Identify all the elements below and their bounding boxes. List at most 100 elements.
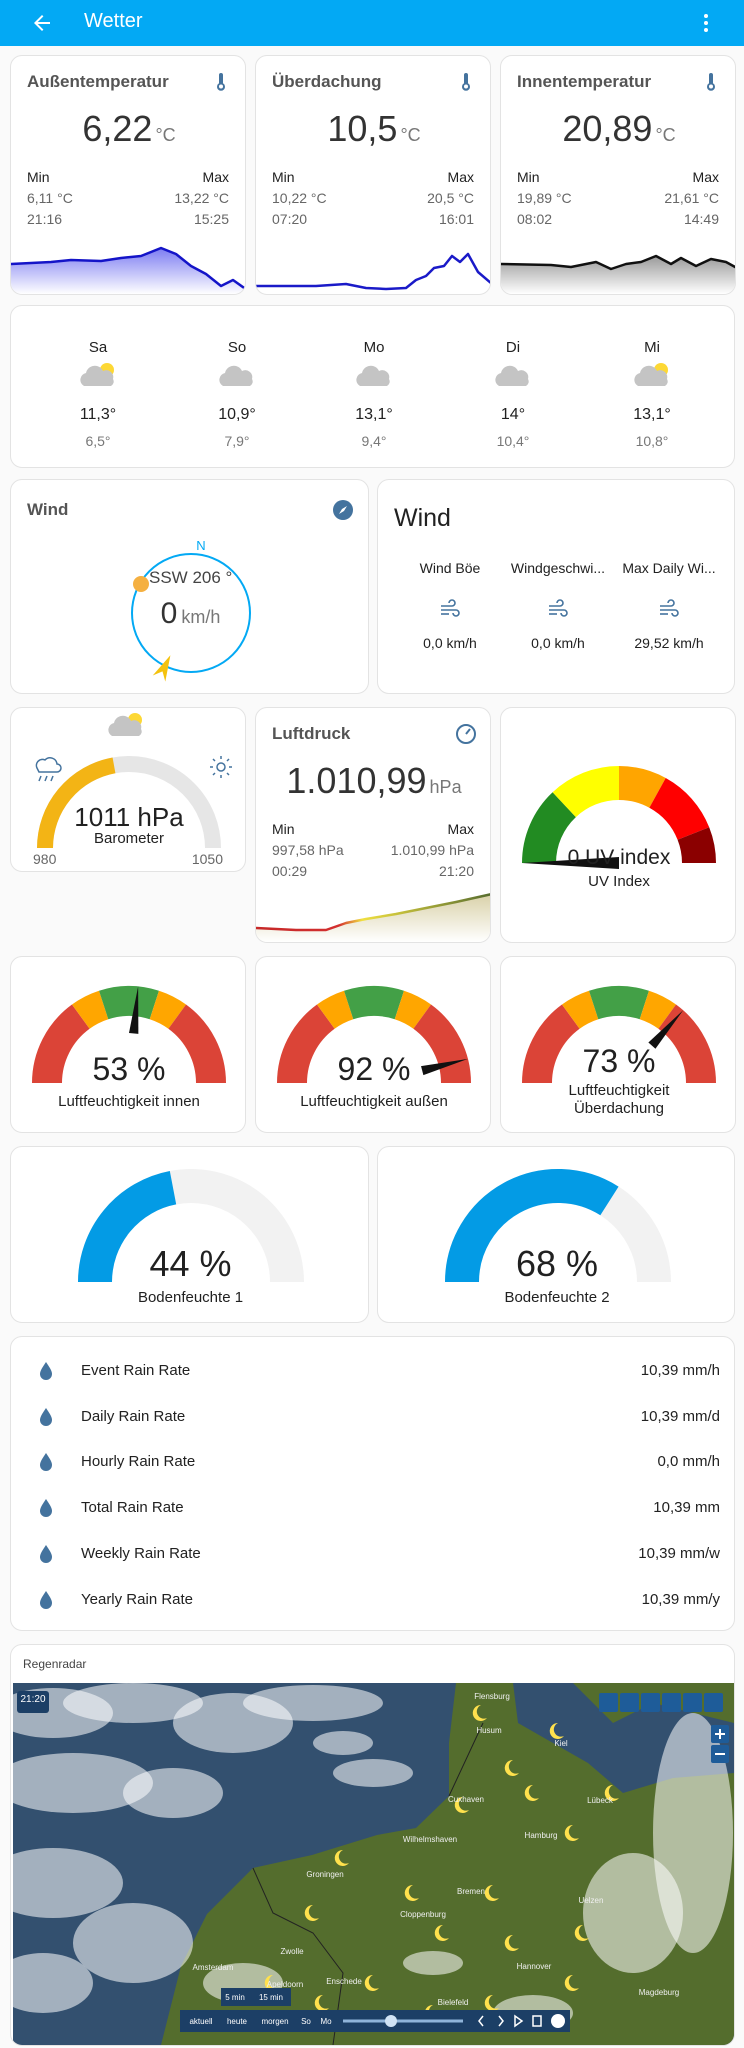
soil-value: 68 % bbox=[515, 1243, 599, 1284]
cloud-cover bbox=[11, 1753, 153, 1813]
interval-bar bbox=[221, 1988, 291, 2006]
min-label: Min bbox=[517, 169, 540, 185]
wind-stroke bbox=[549, 599, 564, 607]
icon-circle bbox=[456, 724, 476, 744]
min-time: 00:29 bbox=[272, 863, 308, 879]
gauge-needle bbox=[522, 857, 619, 869]
max-label: Max bbox=[202, 169, 229, 185]
min-label: Min bbox=[272, 169, 295, 185]
timeline-handle bbox=[385, 2015, 397, 2027]
gauge-segment bbox=[639, 990, 677, 1030]
gauge-segment bbox=[277, 1004, 336, 1084]
humidity-card: 73 % Luftfeuchtigkeit Überdachung bbox=[500, 956, 736, 1133]
rain-icon bbox=[40, 1499, 52, 1518]
gauge-needle bbox=[421, 1058, 468, 1076]
wind-arrow bbox=[152, 655, 171, 682]
rain-name: Event Rain Rate bbox=[81, 1362, 191, 1379]
wind-stroke bbox=[660, 609, 679, 617]
gauge-segment bbox=[344, 986, 404, 1020]
max-label: Max bbox=[692, 169, 719, 185]
back-button[interactable] bbox=[30, 11, 54, 35]
thermometer-icon bbox=[707, 73, 715, 91]
place-label: Apeldoorn bbox=[267, 1980, 303, 1989]
forecast-icon bbox=[80, 363, 114, 386]
header-title: Wetter bbox=[84, 10, 143, 32]
barometer-gauge bbox=[35, 713, 232, 849]
moon-icon bbox=[504, 1934, 519, 1951]
drop bbox=[40, 1407, 52, 1426]
forecast-high: 13,1° bbox=[355, 406, 393, 423]
sparkline-line bbox=[501, 254, 735, 271]
thermometer-shape bbox=[462, 73, 470, 91]
gauge-segment bbox=[99, 986, 159, 1020]
unit: °C bbox=[155, 125, 176, 145]
humidity-gauge bbox=[32, 986, 226, 1084]
rain-name: Hourly Rain Rate bbox=[81, 1453, 196, 1471]
min-time: 08:02 bbox=[517, 211, 553, 227]
cloud-cover bbox=[11, 1953, 93, 2013]
rain-name: Total Rain Rate bbox=[81, 1499, 184, 1517]
rain-value: 0,0 mm/h bbox=[657, 1453, 720, 1471]
radar-title: Regenradar bbox=[23, 1657, 87, 1671]
min-label: Min bbox=[272, 821, 295, 837]
min-time: 07:20 bbox=[272, 211, 308, 227]
moon-icon bbox=[404, 1884, 419, 1901]
rain-name: Daily Rain Rate bbox=[81, 1407, 186, 1425]
place-label: Amsterdam bbox=[193, 1963, 234, 1972]
gauge-min: 980 bbox=[33, 851, 57, 867]
menu-button[interactable] bbox=[694, 11, 718, 35]
unit: °C bbox=[400, 125, 421, 145]
sensor-name: Überdachung bbox=[272, 72, 382, 91]
radar-map: Flensburg Husum Kiel Lübeck Cuxhaven Hamburg W… bbox=[11, 1683, 734, 2045]
toolbar-arrows bbox=[478, 2014, 542, 2028]
sensor-value: 10,5 °C bbox=[256, 108, 490, 150]
cloud-cover bbox=[63, 1683, 203, 1723]
gauge-segment bbox=[618, 766, 666, 809]
sun-position bbox=[133, 576, 149, 592]
gauge-segment bbox=[394, 990, 432, 1030]
soil-gauge bbox=[445, 1169, 671, 1283]
gauge-segment bbox=[149, 990, 187, 1030]
cloud bbox=[80, 365, 114, 386]
max-value: 13,22 °C bbox=[174, 190, 229, 206]
sensor-card: Innentemperatur 20,89 °C Min Max 19,89 °C 21,6… bbox=[500, 55, 736, 295]
sensor-value: 1.010,99 hPa bbox=[256, 760, 490, 802]
unit: hPa bbox=[429, 777, 462, 797]
place-label: Cloppenburg bbox=[400, 1910, 446, 1919]
forecast-day: Sa bbox=[88, 339, 108, 356]
forecast-low: 9,4° bbox=[361, 433, 387, 449]
dot bbox=[704, 28, 708, 32]
min-value: 997,58 hPa bbox=[272, 842, 344, 858]
moon-icon bbox=[454, 1796, 469, 1813]
forecast-icon bbox=[219, 365, 253, 386]
sparkline-line bbox=[256, 893, 490, 932]
cloud-cover bbox=[653, 1713, 733, 1953]
place-label: Zwolle bbox=[280, 1947, 304, 1956]
rain-name: Yearly Rain Rate bbox=[81, 1590, 194, 1608]
sensor-name: Luftdruck bbox=[272, 724, 351, 743]
cloud bbox=[634, 365, 668, 386]
sun-rays bbox=[210, 756, 232, 778]
sparkline bbox=[256, 893, 490, 942]
entity-name: Windgeschwi... bbox=[510, 560, 606, 576]
icon-needle bbox=[339, 506, 347, 514]
rain-icon bbox=[40, 1407, 52, 1426]
forecast-icon bbox=[495, 365, 529, 386]
thermometer-icon bbox=[217, 73, 225, 91]
max-time: 16:01 bbox=[438, 211, 474, 227]
drop bbox=[40, 1453, 52, 1472]
thermometer-shape bbox=[217, 73, 225, 91]
rain-icon bbox=[40, 1544, 52, 1563]
radar-card: Regenradar Flensburg Husum Kiel Lübeck Cuxhav… bbox=[10, 1644, 735, 2046]
rain-card: Event Rain Rate 10,39 mm/h Daily Rain Rate… bbox=[10, 1336, 735, 1631]
rain-name: Weekly Rain Rate bbox=[81, 1544, 201, 1562]
rain-value: 10,39 mm/d bbox=[640, 1407, 720, 1425]
app-header: Wetter bbox=[0, 0, 744, 46]
dot bbox=[704, 21, 708, 25]
moon-icon bbox=[364, 1974, 379, 1991]
sun-icon bbox=[216, 762, 226, 772]
gauge-segment bbox=[167, 1004, 226, 1084]
sensor-value: 6,22 °C bbox=[11, 108, 245, 150]
gauge-value bbox=[37, 757, 116, 849]
cloud-cover bbox=[11, 1848, 123, 1918]
